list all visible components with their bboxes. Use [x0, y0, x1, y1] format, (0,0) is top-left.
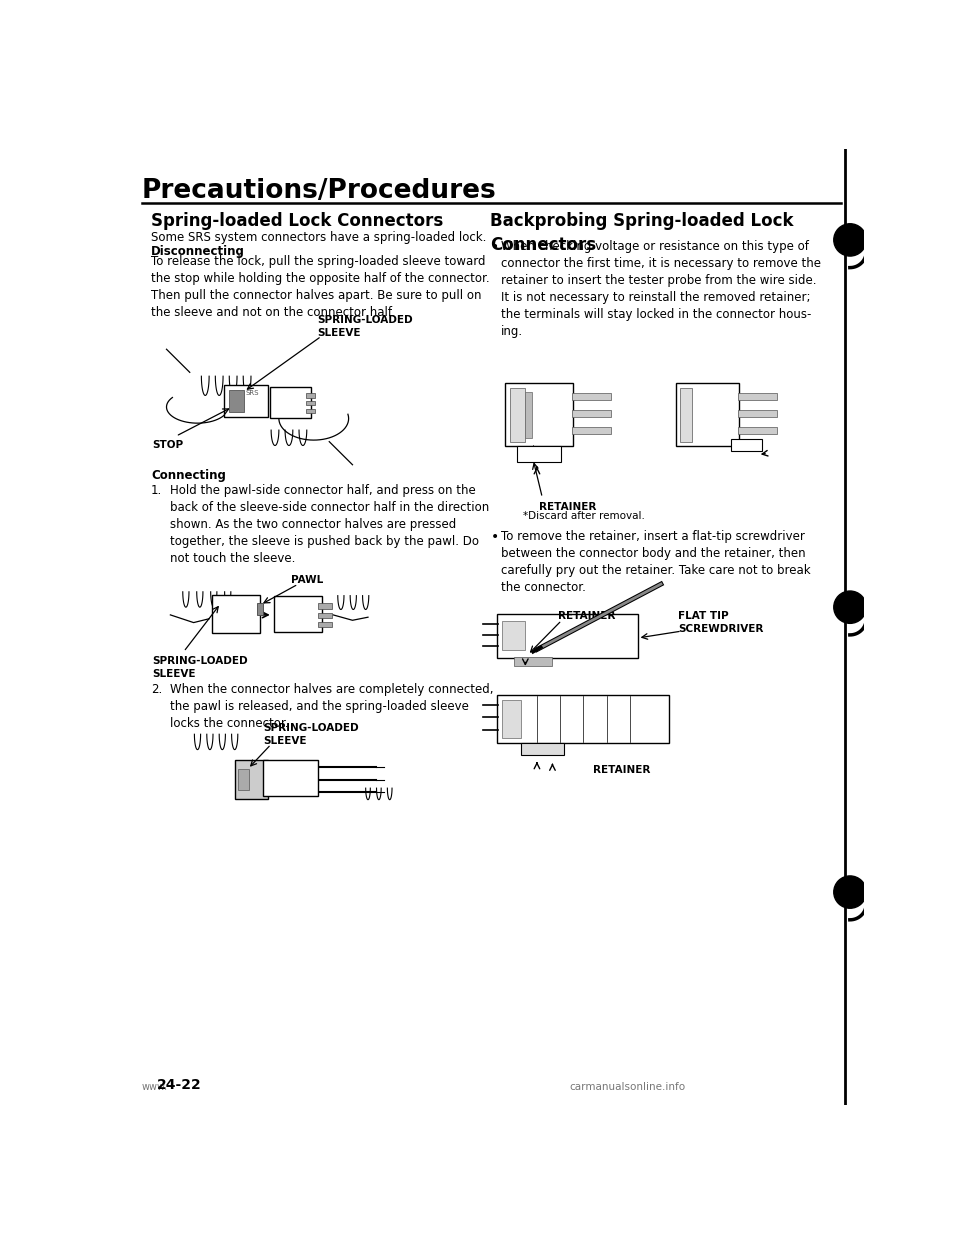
Bar — [306, 394, 315, 397]
Bar — [738, 410, 778, 417]
Text: To release the lock, pull the spring-loaded sleeve toward
the stop while holding: To release the lock, pull the spring-loa… — [151, 256, 490, 319]
FancyBboxPatch shape — [235, 760, 268, 799]
Circle shape — [834, 224, 866, 256]
Bar — [572, 427, 611, 433]
Text: SPRING-LOADED
SLEEVE: SPRING-LOADED SLEEVE — [153, 656, 249, 679]
Text: When checking voltage or resistance on this type of
connector the first time, it: When checking voltage or resistance on t… — [501, 240, 822, 338]
Text: When the connector halves are completely connected,
the pawl is released, and th: When the connector halves are completely… — [170, 683, 493, 730]
FancyBboxPatch shape — [263, 760, 319, 796]
FancyBboxPatch shape — [497, 696, 669, 743]
FancyBboxPatch shape — [212, 595, 260, 633]
Text: Precautions/Procedures: Precautions/Procedures — [142, 179, 496, 204]
Bar — [228, 390, 244, 411]
Bar — [238, 769, 250, 790]
Text: SPRING-LOADED
SLEEVE: SPRING-LOADED SLEEVE — [318, 314, 413, 338]
Text: Disconnecting: Disconnecting — [151, 245, 245, 257]
Bar — [318, 604, 331, 609]
Text: www.: www. — [142, 1082, 168, 1092]
FancyBboxPatch shape — [676, 383, 739, 446]
Text: Connecting: Connecting — [151, 468, 226, 482]
Text: SRS: SRS — [245, 390, 258, 396]
Text: PAWL: PAWL — [291, 575, 323, 585]
FancyBboxPatch shape — [224, 385, 268, 417]
Text: FLAT TIP
SCREWDRIVER: FLAT TIP SCREWDRIVER — [678, 611, 763, 635]
Text: •: • — [491, 240, 498, 253]
Text: STOP: STOP — [153, 440, 183, 450]
Text: RETAINER: RETAINER — [539, 502, 596, 512]
Bar — [514, 657, 552, 667]
Bar — [318, 612, 331, 619]
Text: Backprobing Spring-loaded Lock
Connectors: Backprobing Spring-loaded Lock Connector… — [491, 212, 794, 253]
Bar — [318, 622, 331, 627]
Text: 24-22: 24-22 — [157, 1078, 202, 1092]
Bar — [306, 401, 315, 405]
Text: Hold the pawl-side connector half, and press on the
back of the sleeve-side conn: Hold the pawl-side connector half, and p… — [170, 484, 490, 565]
FancyBboxPatch shape — [505, 383, 572, 446]
FancyBboxPatch shape — [731, 440, 761, 451]
Bar — [525, 391, 532, 437]
Text: RETAINER: RETAINER — [592, 765, 650, 775]
Bar — [502, 699, 521, 738]
FancyBboxPatch shape — [521, 744, 564, 755]
Text: *Discard after removal.: *Discard after removal. — [523, 510, 645, 520]
Bar — [306, 409, 315, 414]
Text: SPRING-LOADED
SLEEVE: SPRING-LOADED SLEEVE — [263, 723, 359, 746]
Circle shape — [834, 876, 866, 908]
Bar — [681, 388, 692, 442]
Bar — [257, 604, 263, 615]
Bar — [502, 621, 525, 651]
FancyBboxPatch shape — [497, 614, 638, 658]
Text: Spring-loaded Lock Connectors: Spring-loaded Lock Connectors — [151, 212, 444, 230]
Text: To remove the retainer, insert a flat-tip screwdriver
between the connector body: To remove the retainer, insert a flat-ti… — [501, 530, 811, 594]
Bar — [572, 410, 611, 417]
Text: RETAINER: RETAINER — [558, 611, 615, 621]
FancyBboxPatch shape — [275, 596, 323, 632]
Bar — [572, 394, 611, 400]
Text: 1.: 1. — [151, 484, 162, 497]
Text: carmanualsonline.info: carmanualsonline.info — [569, 1082, 685, 1092]
Text: Some SRS system connectors have a spring-loaded lock.: Some SRS system connectors have a spring… — [151, 231, 487, 245]
Circle shape — [834, 591, 866, 623]
Bar — [510, 388, 525, 442]
FancyBboxPatch shape — [516, 446, 561, 462]
Bar — [738, 394, 778, 400]
FancyBboxPatch shape — [271, 388, 311, 417]
Text: 2.: 2. — [151, 683, 162, 697]
Bar — [738, 427, 778, 433]
Text: •: • — [491, 530, 498, 544]
